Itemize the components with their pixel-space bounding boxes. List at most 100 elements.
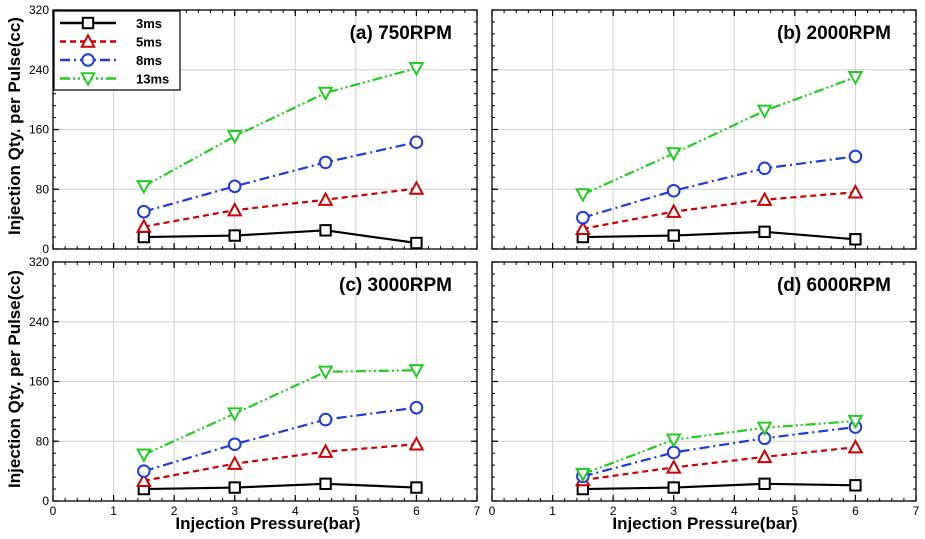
data-point bbox=[410, 236, 423, 250]
x-tick-label: 7 bbox=[474, 504, 481, 518]
series-line bbox=[582, 76, 856, 196]
data-point bbox=[665, 147, 682, 162]
plot-frame bbox=[491, 261, 917, 502]
legend-label: 3ms bbox=[136, 16, 162, 31]
series-line bbox=[143, 406, 417, 473]
data-point bbox=[847, 183, 864, 199]
data-point bbox=[135, 218, 152, 233]
series-3ms bbox=[576, 477, 862, 496]
data-point bbox=[408, 435, 425, 451]
series-8ms bbox=[576, 420, 863, 484]
x-tick-label: 2 bbox=[610, 504, 617, 518]
series-line bbox=[143, 443, 417, 482]
x-tick-label: 0 bbox=[489, 504, 496, 518]
plot-frame bbox=[491, 9, 917, 250]
data-point bbox=[847, 438, 864, 454]
data-point bbox=[756, 191, 773, 206]
panel-title: (b) 2000RPM bbox=[777, 23, 891, 44]
data-point bbox=[317, 443, 334, 458]
series-line bbox=[143, 187, 417, 228]
data-point bbox=[758, 225, 771, 239]
data-point bbox=[410, 481, 423, 494]
series-line bbox=[582, 155, 856, 219]
series-13ms bbox=[135, 364, 425, 463]
data-point bbox=[665, 433, 682, 449]
data-point bbox=[137, 464, 151, 478]
x-axis-label-right: Injection Pressure(bar) bbox=[612, 514, 798, 533]
y-tick-label: 0 bbox=[42, 242, 49, 256]
series-line bbox=[143, 369, 417, 456]
series-8ms bbox=[137, 135, 424, 219]
series-line bbox=[143, 141, 417, 213]
series-13ms bbox=[574, 71, 864, 203]
data-point bbox=[228, 481, 241, 494]
data-point bbox=[666, 445, 681, 460]
data-point bbox=[226, 130, 243, 145]
series-line bbox=[582, 230, 856, 241]
data-point bbox=[849, 479, 862, 492]
panel-title: (c) 3000RPM bbox=[339, 275, 452, 296]
y-axis-label-top: Injection Qty. per Pulse(cc) bbox=[5, 17, 24, 235]
data-point bbox=[849, 233, 862, 246]
series-3ms bbox=[137, 477, 423, 496]
data-point bbox=[317, 365, 334, 381]
panel-2: (b) 2000RPM bbox=[491, 9, 917, 250]
data-point bbox=[228, 229, 241, 242]
legend-marker bbox=[80, 33, 96, 48]
data-point bbox=[227, 179, 242, 194]
legend-marker bbox=[81, 16, 95, 30]
series-line bbox=[582, 191, 856, 230]
data-point bbox=[408, 62, 425, 77]
y-tick-label: 80 bbox=[36, 182, 50, 196]
x-tick-label: 5 bbox=[353, 504, 360, 518]
data-point bbox=[757, 161, 772, 176]
plot-frame bbox=[52, 261, 478, 502]
data-point bbox=[847, 71, 864, 86]
data-point bbox=[137, 230, 151, 244]
y-tick-label: 240 bbox=[29, 63, 49, 77]
y-axis-label-bottom: Injection Qty. per Pulse(cc) bbox=[5, 270, 24, 488]
y-tick-label: 240 bbox=[29, 315, 49, 329]
panel-title: (a) 750RPM bbox=[350, 23, 452, 44]
panel-title: (d) 6000RPM bbox=[777, 275, 891, 296]
series-line bbox=[143, 67, 417, 188]
y-tick-label: 0 bbox=[42, 494, 49, 508]
series-13ms bbox=[135, 62, 425, 195]
series-5ms bbox=[135, 435, 425, 488]
data-point bbox=[756, 104, 773, 120]
data-point bbox=[226, 407, 243, 422]
series-5ms bbox=[574, 183, 864, 236]
legend-label: 8ms bbox=[136, 53, 162, 68]
data-point bbox=[574, 220, 591, 236]
x-tick-label: 2 bbox=[171, 504, 178, 518]
plot-frame bbox=[52, 9, 478, 250]
data-point bbox=[847, 414, 864, 430]
data-point bbox=[667, 229, 680, 242]
data-point bbox=[408, 180, 425, 195]
series-5ms bbox=[135, 180, 425, 233]
data-point bbox=[135, 180, 152, 195]
legend: 3ms 5ms 8ms 13ms bbox=[53, 10, 181, 91]
data-point bbox=[408, 364, 425, 379]
legend-label: 5ms bbox=[136, 35, 162, 50]
x-tick-label: 4 bbox=[292, 504, 299, 518]
data-point bbox=[848, 149, 863, 164]
data-point bbox=[227, 437, 242, 452]
data-point bbox=[319, 224, 332, 237]
x-tick-label: 3 bbox=[231, 504, 238, 518]
data-point bbox=[135, 448, 152, 463]
series-3ms bbox=[137, 224, 423, 250]
series-line bbox=[582, 425, 856, 478]
data-point bbox=[756, 448, 773, 464]
x-tick-label: 1 bbox=[110, 504, 117, 518]
series-line bbox=[582, 419, 856, 476]
x-tick-label: 6 bbox=[413, 504, 420, 518]
data-point bbox=[318, 412, 333, 427]
y-tick-label: 80 bbox=[36, 434, 50, 448]
series-3ms bbox=[576, 225, 862, 246]
x-tick-label: 7 bbox=[913, 504, 920, 518]
series-8ms bbox=[576, 149, 863, 225]
data-point bbox=[665, 203, 682, 218]
x-tick-label: 1 bbox=[549, 504, 556, 518]
